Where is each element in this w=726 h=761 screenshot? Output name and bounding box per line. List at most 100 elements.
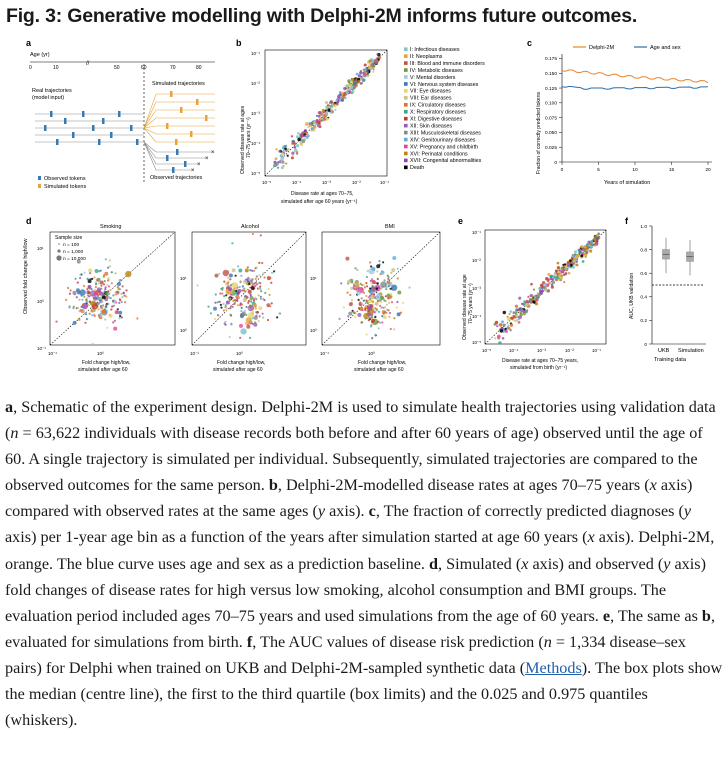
panel-f-y-ticks: 0 0.2 0.4 0.6 0.8 1.0 [640,224,652,348]
scatter-point [323,118,327,121]
scatter-point [355,78,358,81]
scatter-point [389,296,392,299]
scatter-point [91,277,94,280]
scatter-point [110,308,113,311]
scatter-point [243,287,246,290]
scatter-point [249,293,252,296]
scatter-point [251,232,254,236]
scatter-point [109,297,112,300]
panel-a-tick-80: 80 [196,65,202,71]
scatter-point [101,295,106,300]
scatter-point [68,292,71,295]
scatter-point [581,260,585,263]
scatter-point [220,306,223,309]
scatter-point [354,312,358,315]
scatter-point [383,279,386,282]
panel-d-smoking-xtick-mid: 10⁰ [97,351,104,356]
panel-d-bmi-xlabel-1: Fold change high/low, [358,360,406,366]
scatter-point [385,303,388,306]
scatter-point [83,295,86,298]
panel-b-xtick-2: 10⁻⁴ [292,180,301,185]
scatter-point [256,283,259,286]
panel-e-xtick-2: 10⁻⁴ [509,348,518,353]
scatter-point [370,315,373,318]
caption-b-x: x [649,476,657,495]
scatter-point [317,114,321,118]
scatter-point [362,299,365,302]
scatter-point [370,299,374,302]
scatter-point [585,251,589,255]
scatter-point [75,296,78,299]
panel-d-alcohol-xlabel-1: Fold change high/low, [217,360,265,366]
scatter-point [234,274,237,277]
scatter-point [566,261,570,265]
scatter-point [239,336,242,339]
panel-d-bmi-xlabel-2: simulated after age 60 [354,367,404,373]
scatter-point [119,315,122,318]
scatter-point [374,290,377,293]
scatter-point [221,288,224,291]
scatter-point [121,296,124,299]
scatter-point [393,328,396,331]
scatter-point [246,324,251,329]
scatter-point [390,292,393,295]
figure-caption: a, Schematic of the experiment design. D… [5,394,723,733]
panel-b-x-ticks: 10⁻⁵ 10⁻⁴ 10⁻³ 10⁻² 10⁻¹ [262,180,389,185]
scatter-point [371,286,374,289]
caption-b-text-1: , Delphi-2M-modelled disease rates at ag… [277,476,650,495]
scatter-point [494,320,499,325]
scatter-point [105,294,109,297]
scatter-point [276,166,280,169]
scatter-point [259,282,262,285]
scatter-point [236,299,239,302]
scatter-point [112,321,115,324]
scatter-point [564,272,568,275]
scatter-point [227,276,230,279]
legend-swatch-3 [404,68,408,72]
scatter-point [558,269,561,272]
scatter-point [520,309,524,313]
scatter-point [550,285,555,289]
scatter-point [107,302,110,306]
scatter-point [363,286,366,289]
legend-swatch-0 [404,47,408,51]
scatter-point [122,292,125,295]
scatter-point [260,290,263,293]
methods-link[interactable]: Methods [525,658,582,677]
scatter-point [231,268,236,273]
figure-svg: a Age (yr) 0 10 50 60 70 80 // Simulated… [23,38,712,373]
panel-e-letter: e [458,216,463,226]
scatter-point [532,298,535,301]
scatter-point [93,313,96,316]
scatter-point [266,276,271,281]
scatter-point [89,272,92,275]
legend-swatch-8 [404,103,408,107]
legend-label-1: II: Neoplasms [410,54,443,60]
scatter-point [259,297,262,300]
scatter-point [244,268,249,273]
caption-a-n: n [10,424,19,443]
panel-b-xtick-4: 10⁻² [352,180,361,185]
caption-e-text-2: , evaluated for simulations from birth. [5,606,715,651]
scatter-point [110,271,113,274]
scatter-point [246,323,249,326]
scatter-point [101,309,106,314]
svg-text:×: × [211,150,215,156]
scatter-point [370,324,373,327]
scatter-point [109,288,112,291]
panel-d-alcohol-xtick-mid: 10⁰ [236,351,243,356]
scatter-point [583,251,587,254]
scatter-point [372,293,375,296]
scatter-point [86,297,89,300]
panel-d-legend-n10000: n = 10,000 [63,256,86,262]
scatter-point [120,292,123,295]
scatter-point [251,310,254,313]
scatter-point [112,304,115,307]
panel-d-alcohol-ytick-hi: 10¹ [180,276,187,281]
scatter-point [563,281,566,284]
scatter-point [373,311,376,314]
scatter-point [345,84,349,89]
scatter-point [369,287,372,290]
scatter-point [370,318,375,323]
scatter-point [104,318,107,321]
